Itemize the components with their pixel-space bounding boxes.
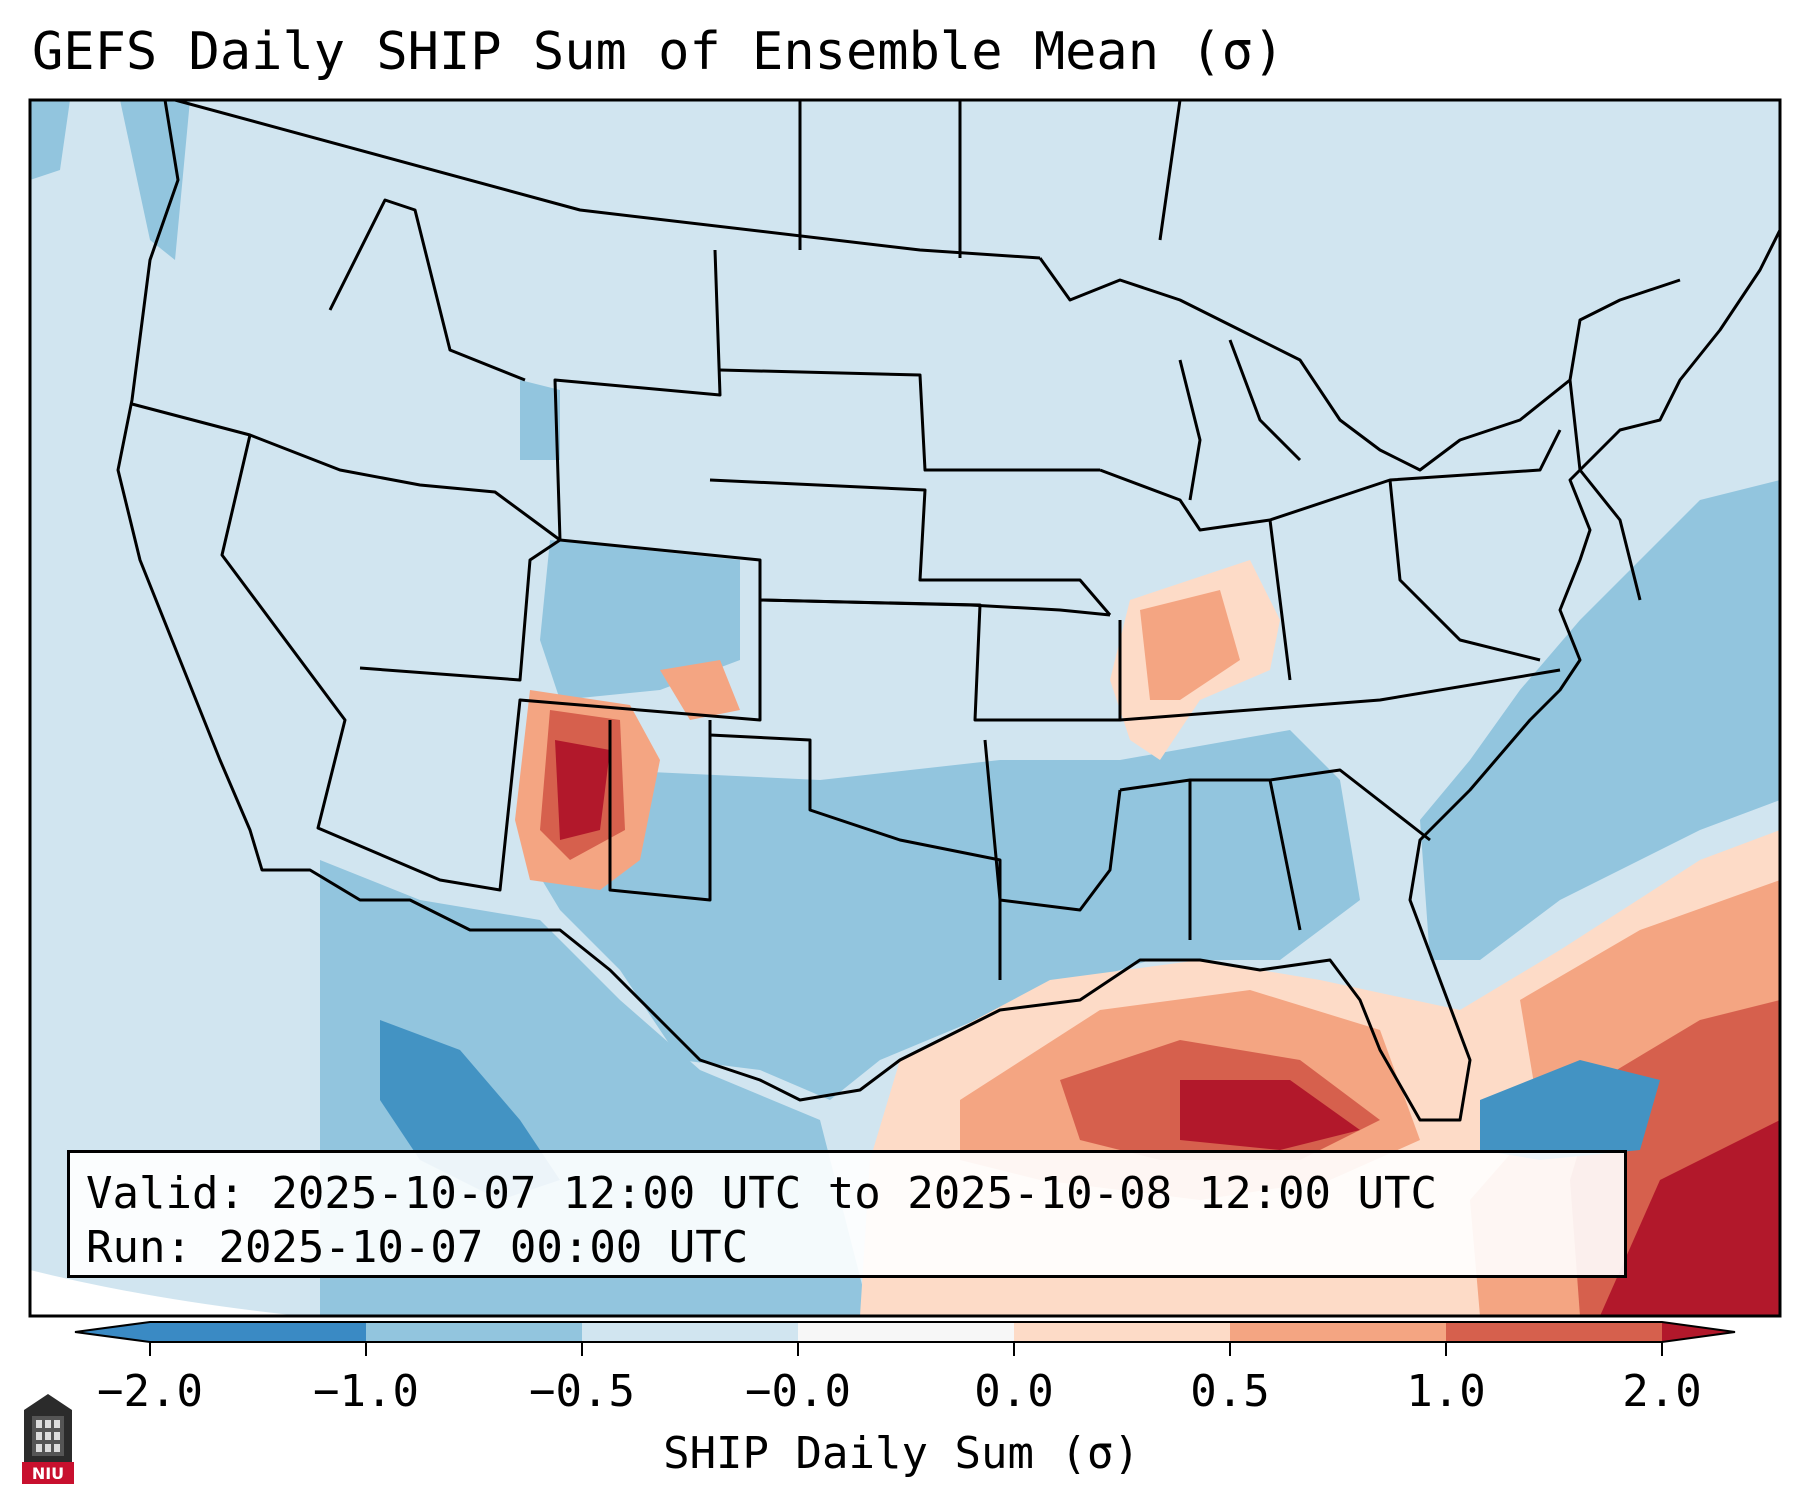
map-frame — [28, 98, 1782, 1318]
chart-title: GEFS Daily SHIP Sum of Ensemble Mean (σ) — [32, 22, 1285, 82]
ohio-valley — [1268, 479, 1541, 681]
southeast-states — [1119, 768, 1431, 940]
colorbar-tick-label: −2.0 — [97, 1366, 203, 1417]
map-area — [30, 100, 1780, 1316]
colorbar-ticks — [149, 1342, 1663, 1356]
coastline — [116, 100, 1780, 1122]
louisiana-arkansas — [983, 739, 1122, 912]
colorbar-extend-low — [75, 1322, 150, 1342]
nm-anomaly-strong — [555, 740, 610, 840]
great-lakes — [1038, 257, 1681, 472]
colorbar-bin-1 — [150, 1322, 366, 1342]
bahamas-anomaly — [1480, 1060, 1660, 1160]
valid-info-box: Valid: 2025-10-07 12:00 UTC to 2025-10-0… — [67, 1150, 1627, 1278]
tennessee-line — [1119, 668, 1561, 722]
colorbar-tick-label: 0.5 — [1190, 1366, 1270, 1417]
logo-text: NIU — [32, 1464, 64, 1483]
colorbar — [74, 1321, 1736, 1356]
colorbar-bin-4 — [798, 1322, 1014, 1342]
south-central-anomaly — [530, 730, 1360, 1100]
north-borders — [798, 100, 1182, 258]
kansas-missouri — [759, 598, 1122, 722]
canada-border — [174, 100, 1041, 260]
valid-time-line: Valid: 2025-10-07 12:00 UTC to 2025-10-0… — [86, 1168, 1438, 1219]
boundaries — [116, 100, 1780, 1122]
colorbar-tick-label: −0.0 — [745, 1366, 851, 1417]
run-time-line: Run: 2025-10-07 00:00 UTC — [86, 1222, 749, 1273]
intermountain-states — [359, 249, 722, 682]
northeast — [1568, 379, 1642, 601]
colorbar-tick-label: −0.5 — [529, 1366, 635, 1417]
colorbar-bin-7 — [1446, 1322, 1662, 1342]
colorbar-tick-label: 2.0 — [1622, 1366, 1702, 1417]
colorbar-bin-5 — [1014, 1322, 1230, 1342]
colorbar-label: SHIP Daily Sum (σ) — [663, 1428, 1140, 1479]
colorbar-tick-label: 1.0 — [1406, 1366, 1486, 1417]
niu-logo-icon: NIU — [22, 1394, 74, 1484]
lake-michigan — [1178, 339, 1302, 501]
co-anomaly-light — [660, 660, 740, 720]
new-mexico — [608, 720, 712, 902]
ohio-anomaly-light — [1140, 590, 1240, 700]
colorbar-tick-label: −1.0 — [313, 1366, 419, 1417]
colorbar-tick-label: 0.0 — [974, 1366, 1054, 1417]
western-states — [220, 434, 762, 892]
texas-oklahoma — [709, 733, 1002, 980]
dakotas — [719, 368, 1100, 472]
projection-edge — [30, 1270, 300, 1316]
caribbean-anomaly-strong — [1600, 1120, 1780, 1316]
colorbar-bin-6 — [1230, 1322, 1446, 1342]
gulf-anomaly-strong — [1180, 1080, 1360, 1150]
colorado-anomaly — [540, 540, 740, 700]
idaho-montana — [328, 198, 526, 382]
atlantic-anomaly — [1420, 480, 1780, 960]
colorbar-bin-3 — [582, 1322, 798, 1342]
nebraska-iowa — [709, 478, 1112, 616]
pacific-ocean — [30, 100, 280, 1316]
colorbar-bin-2 — [366, 1322, 582, 1342]
colorbar-extend-high — [1662, 1322, 1735, 1342]
pacific-anomaly — [30, 100, 70, 180]
wyoming-anomaly — [520, 380, 560, 460]
